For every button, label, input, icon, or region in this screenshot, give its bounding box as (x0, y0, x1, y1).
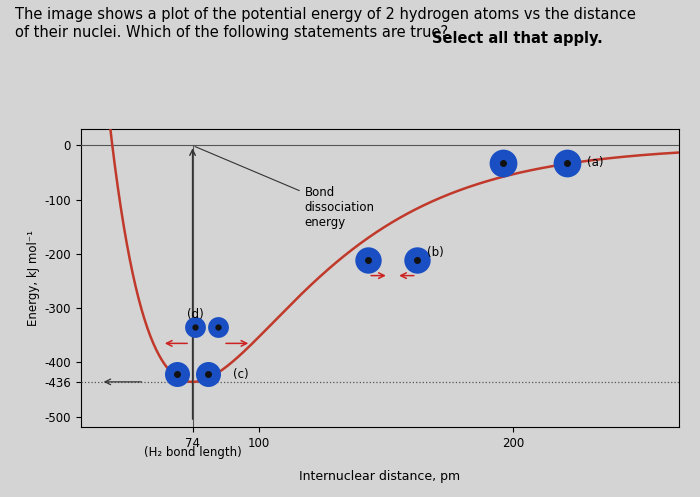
Text: (d): (d) (188, 308, 204, 321)
Y-axis label: Energy, kJ mol⁻¹: Energy, kJ mol⁻¹ (27, 230, 40, 327)
Text: (b): (b) (427, 246, 444, 259)
X-axis label: Internuclear distance, pm: Internuclear distance, pm (299, 470, 461, 483)
Text: (H₂ bond length): (H₂ bond length) (144, 446, 242, 459)
Text: The image shows a plot of the potential energy of 2 hydrogen atoms vs the distan: The image shows a plot of the potential … (15, 7, 636, 40)
Text: (a): (a) (587, 157, 604, 169)
Text: Select all that apply.: Select all that apply. (432, 31, 603, 46)
Text: (c): (c) (233, 368, 249, 381)
Text: Bond
dissociation
energy: Bond dissociation energy (195, 147, 374, 229)
